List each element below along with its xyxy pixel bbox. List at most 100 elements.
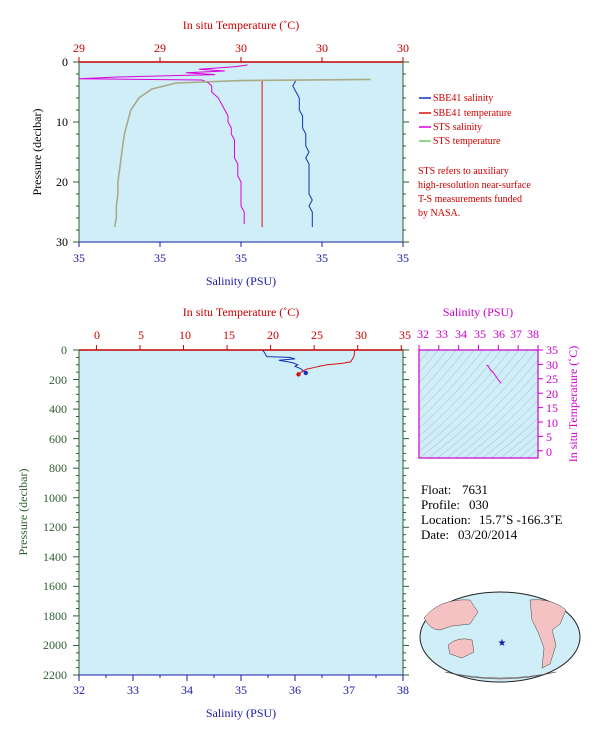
bottom-ylabel-pressure: Pressure (decibar) [16,469,30,556]
top-temp-tick-2: 30 [235,41,247,55]
ts-sal-tick-6: 38 [527,327,539,341]
top-series-sts-temperature [113,78,371,228]
bottom-sal-tick-3: 35 [235,683,247,697]
legend-label-sts-salinity: STS salinity [433,122,482,133]
bottom-sal-tick-2: 34 [181,683,193,697]
top-ticks [73,57,409,247]
top-pressure-tick-1: 10 [56,115,68,129]
top-pressure-tick-3: 30 [56,235,68,249]
date-label: Date: [421,527,449,542]
ts-density-contour [437,359,538,458]
top-temp-tick-3: 30 [316,41,328,55]
top-series [78,64,371,228]
ts-temp-tick-5: 25 [546,372,558,386]
bottom-sal-tick-1: 33 [127,683,139,697]
map-land-asia [423,599,479,631]
ts-density-contour [446,370,538,458]
location-value: 15.7˚S -166.3˚E [479,512,562,527]
ts-density-contour [419,350,529,458]
legend-label-sbe41-temperature: SBE41 temperature [433,108,512,119]
bottom-pressure-tick-5: 1000 [43,491,67,505]
ts-density-contours [419,350,538,458]
date-value: 03/20/2014 [458,527,518,542]
bottom-series-temperature [298,349,356,375]
ts-density-contour [419,350,484,421]
profile-value: 030 [469,497,489,512]
ts-ylabel-temperature: In situ Temperature (˚C) [566,346,580,463]
top-temp-tick-4: 30 [397,41,409,55]
top-plot-area [79,62,403,242]
float-id-value: 7631 [462,482,488,497]
top-sal-tick-2: 35 [235,251,247,265]
top-sal-tick-0: 35 [73,251,85,265]
ts-density-contour [419,350,448,384]
bottom-sal-tick-0: 32 [73,683,85,697]
profile-label: Profile: [421,497,460,512]
bottom-temp-tick-7: 35 [399,328,411,342]
top-pressure-tick-2: 20 [56,175,68,189]
bottom-temp-tick-5: 25 [311,328,323,342]
top-chart: 29 29 30 30 30 In situ Temperature (˚C) … [30,18,409,288]
bottom-pressure-tick-0: 0 [61,343,67,357]
top-pressure-tick-0: 0 [62,55,68,69]
top-temp-tick-1: 29 [154,41,166,55]
ts-plot-area [419,350,538,458]
location-map: ★ [419,591,581,683]
ts-inset: 32 33 34 35 36 37 38 Salinity (PSU) 0 5 … [417,305,580,463]
bottom-pressure-tick-7: 1400 [43,550,67,564]
bottom-temp-tick-1: 5 [138,328,144,342]
ts-temp-tick-0: 0 [546,445,552,459]
bottom-xlabel-temperature: In situ Temperature (˚C) [183,305,300,319]
bottom-temp-tick-4: 20 [267,328,279,342]
ts-density-contour [473,400,538,458]
ts-temp-tick-2: 10 [546,416,558,430]
ts-density-contour [419,350,430,363]
bottom-endpoint-salinity [303,370,308,376]
bottom-series-salinity [262,349,307,374]
ts-density-contour [455,380,538,458]
ts-density-contour [491,417,538,458]
ts-sal-tick-4: 36 [493,327,505,341]
ts-density-contour [509,434,538,458]
ts-density-contour [500,426,538,458]
ts-temp-tick-3: 15 [546,401,558,415]
bottom-pressure-tick-2: 400 [49,402,67,416]
legend-label-sts-temperature: STS temperature [433,136,501,147]
top-series-sts-salinity [78,64,248,224]
bottom-series [262,349,356,377]
ts-sal-tick-2: 34 [455,327,467,341]
map-land-americas [529,599,567,669]
bottom-temp-tick-3: 15 [223,328,235,342]
bottom-endpoint-temperature [296,372,301,377]
bottom-pressure-tick-8: 1600 [43,579,67,593]
bottom-ticks [73,345,409,681]
top-xlabel-salinity: Salinity (PSU) [206,274,276,288]
ts-density-contour [419,350,457,394]
top-sal-tick-4: 35 [397,251,409,265]
ts-density-contour [419,350,466,403]
ts-temp-tick-7: 35 [546,343,558,357]
bottom-sal-tick-4: 36 [289,683,301,697]
float-id-label: Float: [421,482,451,497]
ts-density-contour [518,442,538,458]
top-temp-tick-0: 29 [73,41,85,55]
ts-series [486,364,502,384]
bottom-pressure-tick-6: 1200 [43,520,67,534]
bottom-plot-area [79,350,403,675]
ts-temp-tick-6: 30 [546,358,558,372]
ts-density-contour [428,350,538,458]
legend-label-sbe41-salinity: SBE41 salinity [433,93,493,104]
ts-sal-tick-5: 37 [510,327,522,341]
map-land-australia [447,638,475,659]
ts-ticks [418,345,543,452]
ts-density-contour [419,350,520,452]
ts-density-contour [482,409,538,458]
ts-xlabel-salinity: Salinity (PSU) [443,305,513,319]
ts-density-contour [419,350,493,429]
ts-sal-tick-0: 32 [417,327,429,341]
bottom-xlabel-salinity: Salinity (PSU) [206,706,276,720]
float-info: Float: 7631 Profile: 030 Location: 15.7˚… [421,482,562,542]
bottom-pressure-tick-3: 600 [49,432,67,446]
bottom-sal-tick-6: 38 [397,683,409,697]
